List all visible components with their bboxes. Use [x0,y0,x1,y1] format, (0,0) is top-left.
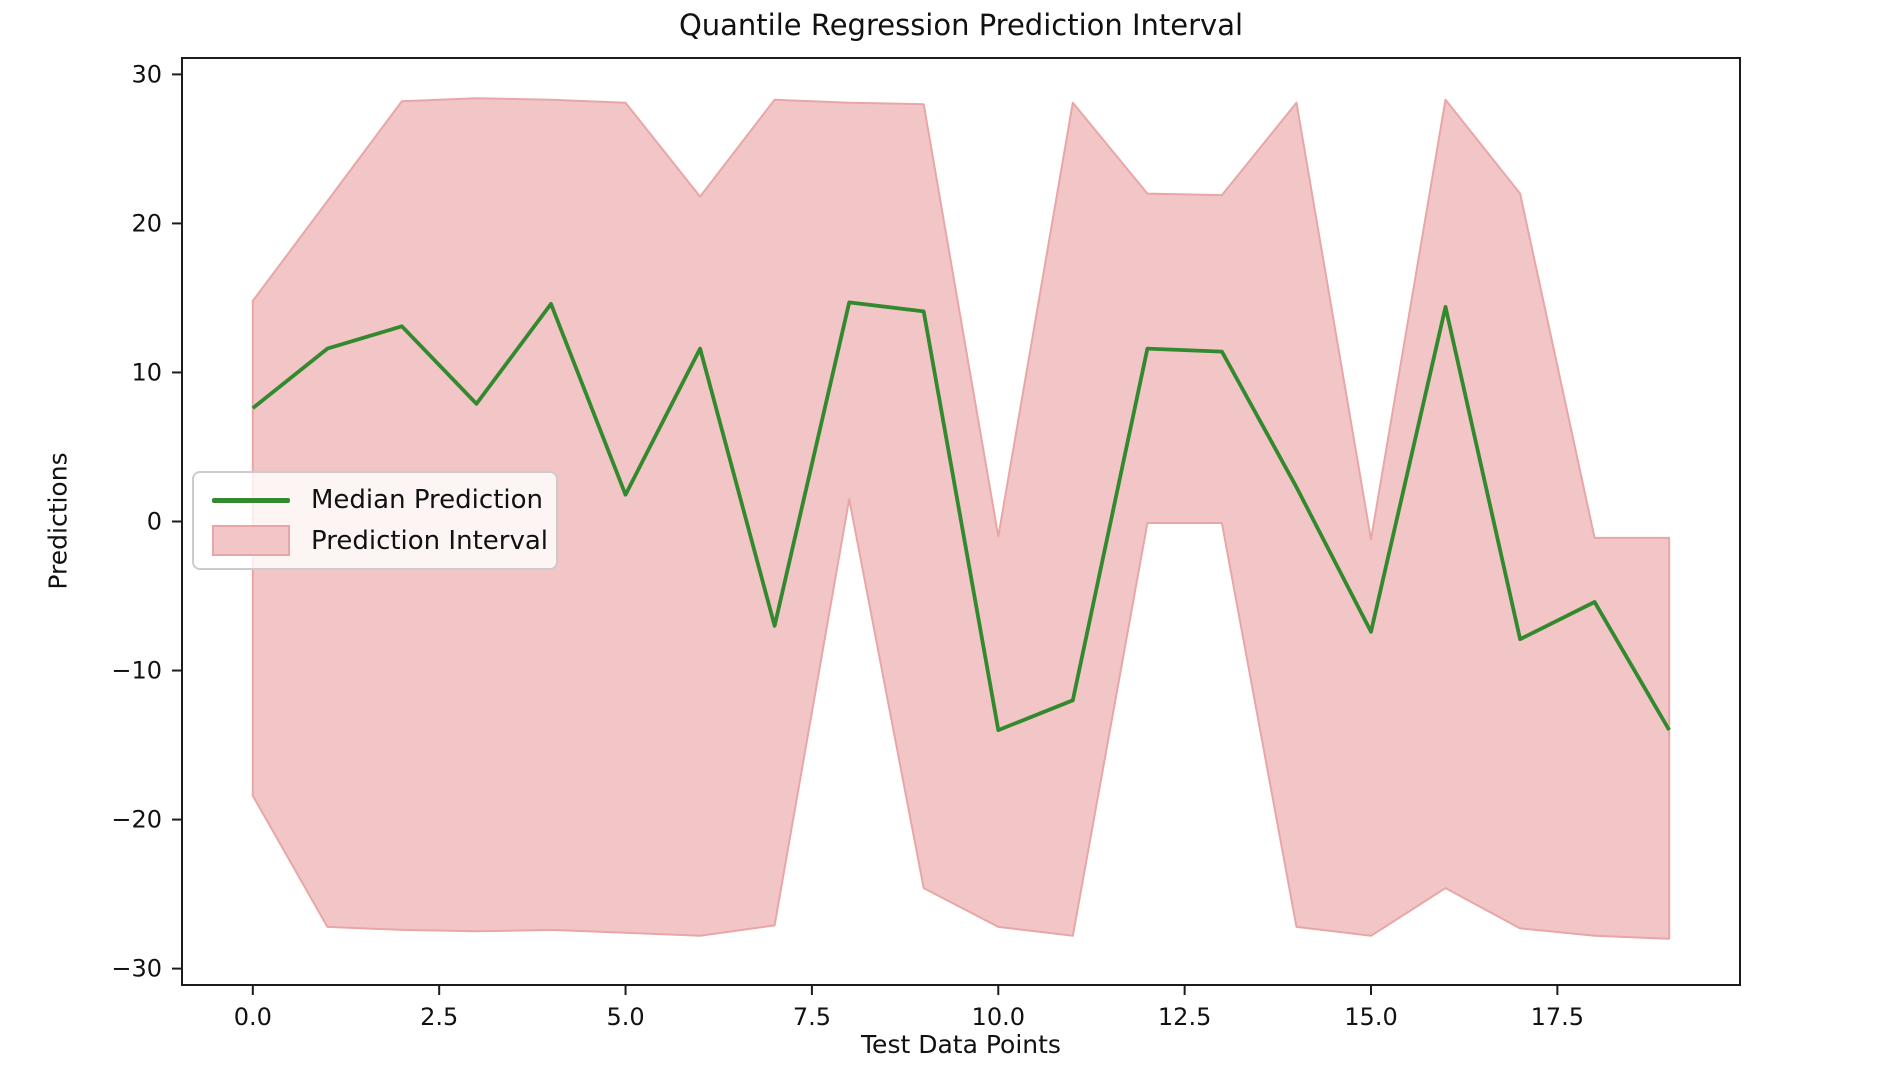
median-prediction-line [251,300,1671,732]
x-tick-label: 10.0 [972,1003,1025,1031]
prediction-interval-swatch [212,525,290,556]
legend-label-interval: Prediction Interval [311,525,548,556]
x-tick-label: 15.0 [1344,1003,1397,1031]
tick-labels-layer: 30 20 10 0 −10 −20 −30 0.0 2.5 5.0 7.5 10.0 12.5 15.0… [111,60,1584,1031]
x-tick-label: 7.5 [793,1003,831,1031]
legend-line-swatch-wrap [212,497,290,503]
y-tick-label: 0 [147,508,162,536]
x-tick-label: 0.0 [234,1003,272,1031]
chart-title: Quantile Regression Prediction Interval [678,8,1244,42]
median-line-swatch [212,497,290,503]
y-tick-label: 10 [131,358,162,386]
tick-marks-layer [172,73,1559,995]
y-tick-label: 20 [131,209,162,237]
x-tick-label: 2.5 [420,1003,458,1031]
legend: Median Prediction Prediction Interval [192,471,558,570]
y-axis-label: Predictions [43,452,73,590]
x-tick-label: 17.5 [1531,1003,1584,1031]
legend-entry-median: Median Prediction [212,485,543,515]
y-tick-label: −20 [111,806,162,834]
y-tick-label: −30 [111,955,162,983]
legend-entry-interval: Prediction Interval [212,525,548,556]
x-tick-label: 5.0 [606,1003,644,1031]
y-tick-label: 30 [131,60,162,88]
legend-label-median: Median Prediction [311,485,543,515]
x-axis-label: Test Data Points [861,1030,1061,1059]
median-line-layer [251,300,1671,732]
legend-patch-swatch-wrap [212,525,290,556]
y-tick-label: −10 [111,657,162,685]
x-tick-label: 12.5 [1158,1003,1211,1031]
